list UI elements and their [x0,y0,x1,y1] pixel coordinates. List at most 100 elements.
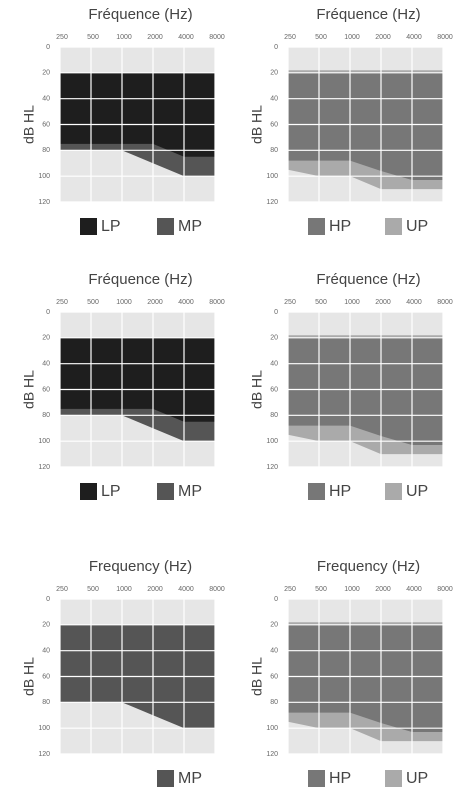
x-tick-label: 1000 [116,586,132,593]
y-tick-label: 80 [42,147,50,154]
y-tick-label: 100 [38,438,50,445]
legend-swatch [385,483,402,500]
x-tick-label: 2000 [375,34,391,41]
band [60,337,215,422]
y-tick-label: 60 [270,386,278,393]
chart: Fréquence (Hz) dB HL 0 20 40 60 80 100 120 250 500… [249,6,453,235]
y-axis-label: dB HL [249,657,265,696]
legend-swatch [80,483,97,500]
x-tick-label: 1000 [344,34,360,41]
band [288,624,443,733]
y-axis-label: dB HL [21,105,37,144]
chart: Frequency (Hz) dB HL 0 20 40 60 80 100 120 250 500… [21,558,225,787]
x-tick-label: 500 [87,34,99,41]
y-tick-label: 60 [270,673,278,680]
x-tick-label: 250 [56,299,68,306]
x-tick-label: 2000 [375,299,391,306]
x-tick-label: 8000 [437,34,453,41]
y-tick-label: 80 [270,412,278,419]
x-tick-label: 1000 [116,299,132,306]
y-tick-label: 0 [46,596,50,603]
legend-swatch [308,483,325,500]
x-tick-label: 500 [315,586,327,593]
y-tick-label: 20 [270,622,278,629]
legend-swatch [157,483,174,500]
legend-label: HP [329,770,351,787]
legend-swatch [308,218,325,235]
y-tick-label: 20 [42,70,50,77]
y-tick-label: 0 [274,596,278,603]
x-tick-label: 4000 [178,586,194,593]
x-tick-label: 8000 [209,299,225,306]
chart-title: Frequency (Hz) [89,558,192,575]
y-tick-label: 120 [266,751,278,758]
y-tick-label: 100 [266,438,278,445]
y-tick-label: 40 [42,648,50,655]
legend-label: UP [406,770,428,787]
legend-swatch [80,218,97,235]
x-tick-label: 250 [284,299,296,306]
y-tick-label: 40 [270,96,278,103]
legend-label: MP [178,218,202,235]
chart: Frequency (Hz) dB HL 0 20 40 60 80 100 120 250 500… [249,558,453,787]
band [288,337,443,446]
x-tick-label: 8000 [437,299,453,306]
y-tick-label: 40 [270,648,278,655]
y-tick-label: 60 [42,121,50,128]
y-tick-label: 60 [42,386,50,393]
x-tick-label: 8000 [209,34,225,41]
y-tick-label: 80 [270,699,278,706]
x-tick-label: 2000 [147,34,163,41]
y-tick-label: 120 [38,751,50,758]
y-tick-label: 40 [42,96,50,103]
x-tick-label: 4000 [406,34,422,41]
x-tick-label: 250 [284,586,296,593]
x-tick-label: 4000 [406,586,422,593]
y-tick-label: 20 [42,335,50,342]
y-tick-label: 120 [266,199,278,206]
y-tick-label: 0 [274,44,278,51]
chart: Fréquence (Hz) dB HL 0 20 40 60 80 100 120 250 500… [21,6,225,235]
y-tick-label: 0 [274,309,278,316]
chart-title: Frequency (Hz) [317,558,420,575]
y-axis-label: dB HL [21,370,37,409]
x-tick-label: 1000 [344,299,360,306]
band [288,72,443,181]
y-tick-label: 0 [46,44,50,51]
y-tick-label: 80 [270,147,278,154]
x-tick-label: 8000 [209,586,225,593]
x-tick-label: 500 [315,34,327,41]
x-tick-label: 250 [56,586,68,593]
chart-title: Fréquence (Hz) [316,6,420,23]
legend-label: UP [406,483,428,500]
y-tick-label: 0 [46,309,50,316]
legend-label: HP [329,483,351,500]
y-tick-label: 20 [42,622,50,629]
chart: Fréquence (Hz) dB HL 0 20 40 60 80 100 120 250 500… [249,271,453,500]
band [60,72,215,157]
y-tick-label: 80 [42,412,50,419]
x-tick-label: 250 [56,34,68,41]
y-tick-label: 100 [266,725,278,732]
y-tick-label: 100 [38,725,50,732]
y-tick-label: 60 [42,673,50,680]
chart-title: Fréquence (Hz) [316,271,420,288]
y-axis-label: dB HL [249,370,265,409]
y-tick-label: 100 [266,173,278,180]
y-tick-label: 120 [38,199,50,206]
legend-label: MP [178,770,202,787]
x-tick-label: 2000 [147,299,163,306]
x-tick-label: 1000 [344,586,360,593]
legend-label: MP [178,483,202,500]
x-tick-label: 1000 [116,34,132,41]
chart-title: Fréquence (Hz) [88,6,192,23]
x-tick-label: 500 [87,299,99,306]
x-tick-label: 2000 [147,586,163,593]
x-tick-label: 2000 [375,586,391,593]
legend-swatch [385,218,402,235]
chart-title: Fréquence (Hz) [88,271,192,288]
legend-label: UP [406,218,428,235]
legend-swatch [157,770,174,787]
legend-swatch [157,218,174,235]
